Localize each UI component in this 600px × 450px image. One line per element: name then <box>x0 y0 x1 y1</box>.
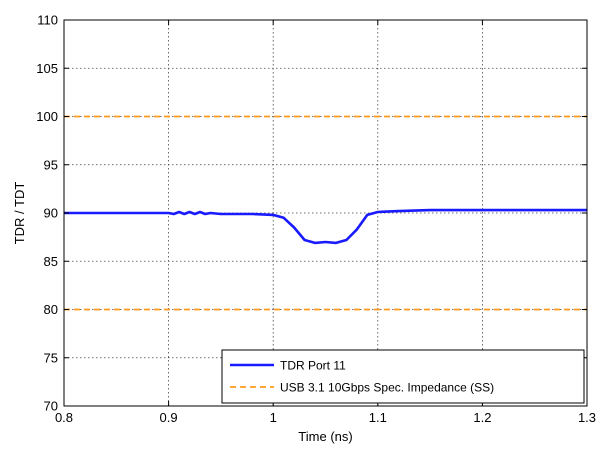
y-tick-label: 80 <box>44 302 58 317</box>
series-layer <box>64 115 587 311</box>
x-tick-label: 1.1 <box>369 410 387 425</box>
legend-label-tdr: TDR Port 11 <box>280 359 346 373</box>
tdr-port-11-line <box>64 208 587 245</box>
x-axis-label: Time (ns) <box>298 429 352 444</box>
x-tick-label: 0.8 <box>55 410 73 425</box>
y-tick-label: 100 <box>36 109 58 124</box>
legend: TDR Port 11 USB 3.1 10Gbps Spec. Impedan… <box>221 349 585 404</box>
y-tick-label: 110 <box>37 13 58 28</box>
x-tick-label: 1.3 <box>578 410 596 425</box>
y-tick-label: 90 <box>44 206 58 221</box>
x-tick-label: 1 <box>270 410 277 425</box>
x-tick-label: 0.9 <box>160 410 178 425</box>
y-tick-label: 95 <box>44 157 58 172</box>
y-tick-label: 75 <box>44 350 58 365</box>
y-tick-label: 70 <box>44 399 58 414</box>
y-tick-label: 85 <box>44 254 58 269</box>
legend-box <box>221 349 585 404</box>
y-axis-label: TDR / TDT <box>12 182 27 245</box>
y-tick-label: 105 <box>36 61 58 76</box>
x-tick-label: 1.2 <box>473 410 491 425</box>
legend-label-spec: USB 3.1 10Gbps Spec. Impedance (SS) <box>280 381 494 395</box>
